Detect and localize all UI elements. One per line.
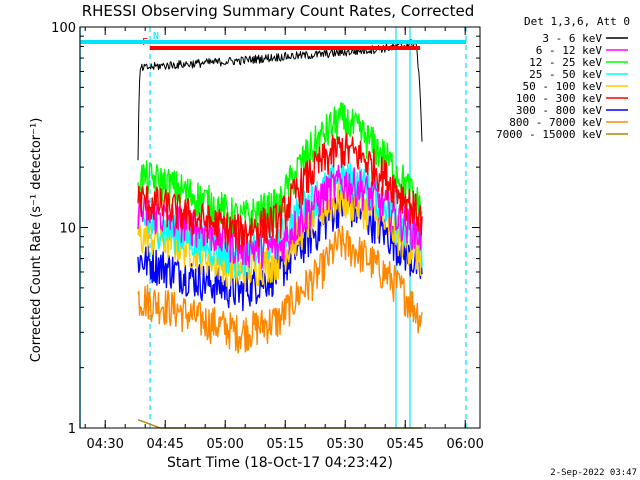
y-tick-label-2: 100 — [51, 21, 76, 36]
legend-label-2: 12 - 25 keV — [529, 56, 602, 69]
legend-title: Det 1,3,6, Att 0 — [524, 15, 630, 28]
axes: 1 10 100 04:30 04:45 05:00 05:15 05:30 05:45 06:0… — [51, 21, 484, 452]
series-line-7 — [137, 225, 423, 354]
legend-label-5: 100 - 300 keV — [516, 92, 602, 105]
x-tick-label-6: 06:00 — [446, 437, 483, 452]
x-axis-label: Start Time (18-Oct-17 04:23:42) — [167, 455, 393, 471]
chart-title: RHESSI Observing Summary Count Rates, Co… — [82, 2, 475, 20]
flag-label-N: N — [153, 31, 159, 42]
series-line-0 — [137, 39, 423, 161]
x-tick-label-3: 05:15 — [266, 437, 303, 452]
legend-label-1: 6 - 12 keV — [536, 44, 603, 57]
series-line-6 — [137, 189, 423, 312]
timestamp: 2-Sep-2022 03:47 — [550, 468, 637, 478]
x-tick-label-4: 05:30 — [326, 437, 363, 452]
legend-label-6: 300 - 800 keV — [516, 104, 602, 117]
y-axis-label: Corrected Count Rate (s⁻¹ detector⁻¹) — [29, 118, 44, 363]
series-line-5 — [137, 132, 423, 252]
x-tick-label-5: 05:45 — [386, 437, 423, 452]
y-tick-label-0: 1 — [68, 422, 76, 437]
x-tick-label-0: 04:30 — [86, 437, 123, 452]
plot-area: FN — [79, 27, 467, 429]
legend-label-3: 25 - 50 keV — [529, 68, 602, 81]
legend-label-4: 50 - 100 keV — [523, 80, 603, 93]
legend-label-7: 800 - 7000 keV — [509, 116, 602, 129]
series-line-8 — [137, 419, 422, 429]
legend-label-0: 3 - 6 keV — [542, 32, 602, 45]
x-tick-label-1: 04:45 — [146, 437, 183, 452]
x-tick-label-2: 05:00 — [206, 437, 243, 452]
y-tick-label-1: 10 — [59, 222, 76, 237]
legend-label-8: 7000 - 15000 keV — [496, 128, 602, 141]
